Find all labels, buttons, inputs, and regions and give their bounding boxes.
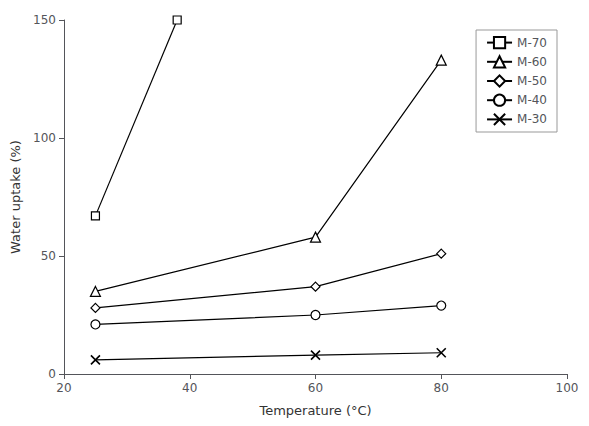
svg-text:Temperature (°C): Temperature (°C) [258, 403, 371, 418]
svg-text:Water uptake (%): Water uptake (%) [8, 140, 23, 254]
svg-text:M-70: M-70 [517, 36, 547, 50]
svg-text:100: 100 [33, 131, 56, 145]
svg-text:80: 80 [434, 381, 449, 395]
svg-text:0: 0 [48, 367, 56, 381]
svg-text:100: 100 [556, 381, 579, 395]
svg-text:50: 50 [41, 249, 56, 263]
svg-text:M-30: M-30 [517, 112, 547, 126]
svg-text:20: 20 [56, 381, 71, 395]
svg-text:150: 150 [33, 13, 56, 27]
svg-text:40: 40 [182, 381, 197, 395]
svg-text:60: 60 [308, 381, 323, 395]
svg-text:M-50: M-50 [517, 74, 547, 88]
svg-text:M-60: M-60 [517, 55, 547, 69]
svg-text:M-40: M-40 [517, 93, 547, 107]
